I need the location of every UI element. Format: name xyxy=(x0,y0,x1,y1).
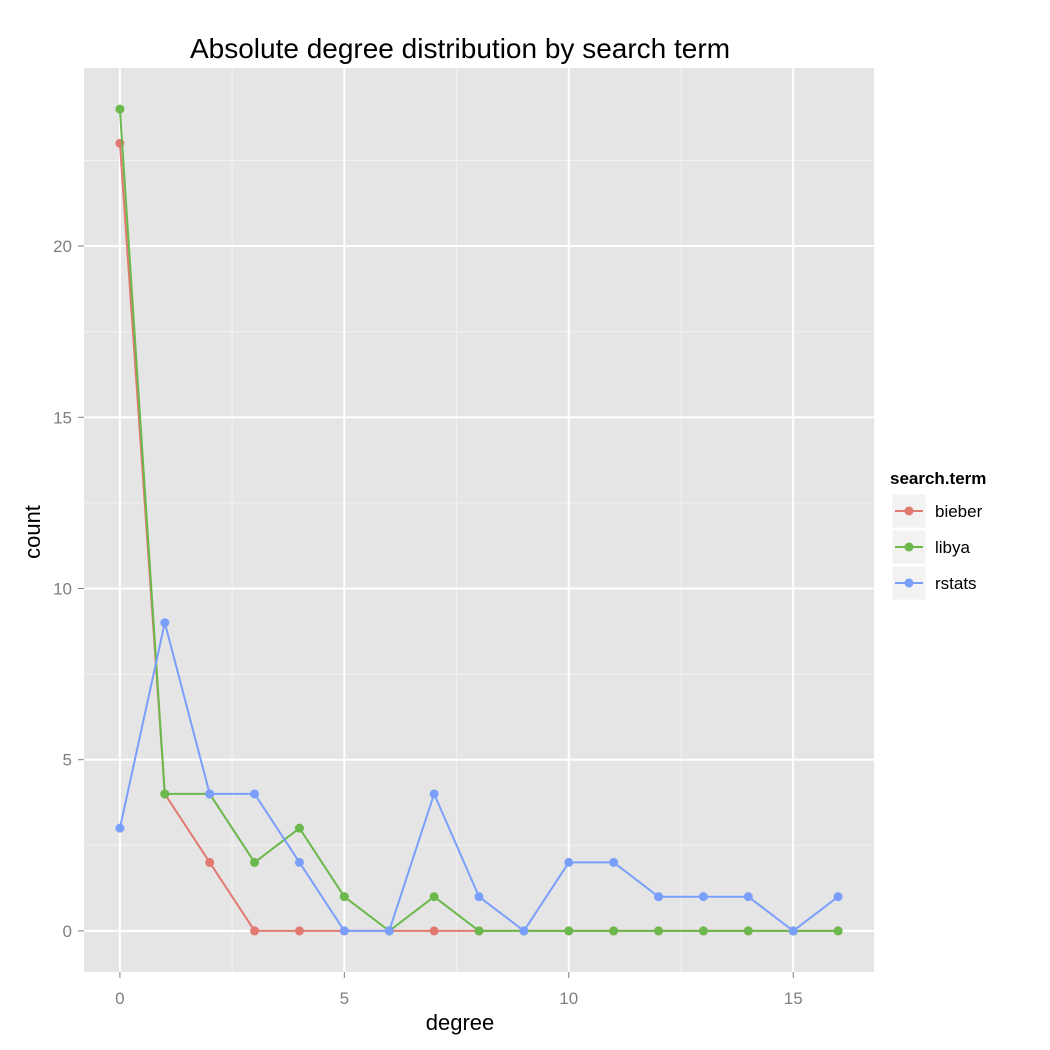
data-point-libya xyxy=(115,104,125,114)
data-point-rstats xyxy=(205,789,215,799)
x-tick-label: 5 xyxy=(340,989,349,1008)
data-point-rstats xyxy=(474,892,484,902)
legend-item-libya: libya xyxy=(891,529,971,565)
data-point-rstats xyxy=(339,926,349,936)
x-tick-label: 0 xyxy=(115,989,124,1008)
data-point-rstats xyxy=(609,857,619,867)
y-tick-label: 5 xyxy=(63,751,72,770)
data-point-rstats xyxy=(788,926,798,936)
data-point-rstats xyxy=(654,892,664,902)
data-point-rstats xyxy=(833,892,843,902)
data-point-rstats xyxy=(743,892,753,902)
data-point-rstats xyxy=(429,789,439,799)
y-tick-label: 15 xyxy=(53,408,72,427)
legend: search.term bieber libya rstats xyxy=(890,469,986,601)
chart-title: Absolute degree distribution by search t… xyxy=(190,33,730,64)
data-point-bieber xyxy=(294,926,304,936)
y-axis-title: count xyxy=(20,505,45,559)
data-point-libya xyxy=(609,926,619,936)
data-point-libya xyxy=(250,857,260,867)
y-axis-ticks: 0 5 10 15 20 xyxy=(53,237,84,941)
series-rstats xyxy=(115,618,843,936)
data-point-libya xyxy=(564,926,574,936)
data-point-bieber xyxy=(205,857,215,867)
series-layer xyxy=(115,104,843,936)
legend-label: rstats xyxy=(935,574,977,593)
data-point-libya xyxy=(833,926,843,936)
legend-label: bieber xyxy=(935,502,983,521)
minor-gridlines xyxy=(84,68,874,972)
legend-key-point xyxy=(904,578,914,588)
y-tick-label: 20 xyxy=(53,237,72,256)
data-point-bieber xyxy=(250,926,260,936)
data-point-libya xyxy=(474,926,484,936)
legend-item-bieber: bieber xyxy=(891,493,983,529)
legend-key-point xyxy=(904,542,914,552)
legend-key-point xyxy=(904,506,914,516)
x-tick-label: 10 xyxy=(559,989,578,1008)
data-point-rstats xyxy=(384,926,394,936)
x-axis-ticks: 0 5 10 15 xyxy=(115,972,803,1008)
data-point-rstats xyxy=(294,857,304,867)
y-tick-label: 0 xyxy=(63,922,72,941)
data-point-bieber xyxy=(429,926,439,936)
legend-label: libya xyxy=(935,538,971,557)
data-point-libya xyxy=(339,892,349,902)
y-tick-label: 10 xyxy=(53,579,72,598)
plot-panel xyxy=(84,68,874,972)
data-point-rstats xyxy=(115,823,125,833)
data-point-libya xyxy=(429,892,439,902)
data-point-libya xyxy=(654,926,664,936)
data-point-rstats xyxy=(519,926,529,936)
x-tick-label: 15 xyxy=(784,989,803,1008)
data-point-rstats xyxy=(160,618,170,628)
data-point-libya xyxy=(698,926,708,936)
data-point-rstats xyxy=(698,892,708,902)
data-point-libya xyxy=(294,823,304,833)
x-axis-title: degree xyxy=(426,1010,495,1035)
data-point-libya xyxy=(743,926,753,936)
data-point-rstats xyxy=(250,789,260,799)
legend-title: search.term xyxy=(890,469,986,488)
legend-item-rstats: rstats xyxy=(891,565,977,601)
data-point-libya xyxy=(160,789,170,799)
data-point-rstats xyxy=(564,857,574,867)
